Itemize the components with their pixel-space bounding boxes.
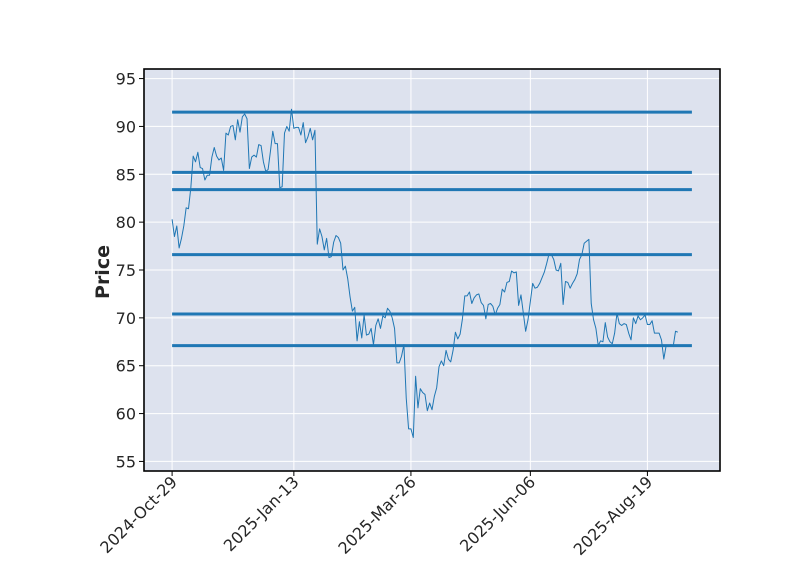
y-tick-label: 75 [116,261,136,280]
y-tick-label: 85 [116,165,136,184]
price-series [171,108,679,438]
y-axis: 55 60 65 70 75 80 85 90 95 [116,70,144,471]
x-axis: 2024-Oct-29 2025-Jan-13 2025-Mar-26 2025-Ju… [96,471,656,559]
x-tick-label: 2025-Mar-26 [334,472,419,557]
x-tick-label: 2025-Jan-13 [220,472,303,555]
grid [144,69,720,471]
y-tick-label: 55 [116,452,136,471]
x-tick-label: 2025-Aug-19 [570,472,657,559]
price-line [171,108,679,438]
x-tick-label: 2024-Oct-29 [96,472,181,557]
horizontal-levels [172,110,692,348]
y-tick-label: 60 [116,405,136,424]
y-tick-label: 90 [116,117,136,136]
y-tick-label: 80 [116,213,136,232]
x-tick-label: 2025-Jun-06 [456,472,539,555]
y-tick-label: 65 [116,357,136,376]
y-axis-title: Price [92,245,114,299]
y-tick-label: 95 [116,70,136,89]
y-tick-label: 70 [116,309,136,328]
